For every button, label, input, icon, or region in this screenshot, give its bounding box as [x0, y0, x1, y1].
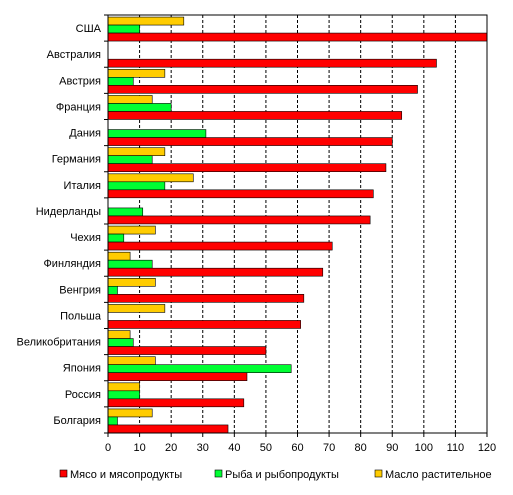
bar-meat: [107, 372, 248, 381]
bar-meat: [107, 32, 488, 42]
bar-meat: [107, 346, 267, 355]
x-tick-label: 0: [105, 442, 111, 454]
bar-fish: [107, 259, 153, 269]
category-label: Япония: [63, 363, 101, 375]
x-tick-label: 100: [415, 442, 433, 454]
bar-oil: [107, 408, 153, 418]
x-tick-label: 20: [165, 442, 177, 454]
category-label: Дания: [69, 128, 101, 140]
bar-oil: [107, 173, 194, 183]
axes: [104, 14, 488, 437]
category-label: Нидерланды: [36, 206, 101, 218]
legend-swatch: [374, 469, 383, 478]
category-label: Франция: [56, 101, 101, 113]
bar-meat: [107, 111, 403, 120]
bar-meat: [107, 398, 245, 408]
bar-fish: [107, 129, 207, 138]
legend-swatch: [214, 469, 223, 478]
x-tick-label: 110: [447, 442, 465, 454]
bar-fish: [107, 103, 172, 112]
category-label: Польша: [60, 310, 102, 322]
bar-meat: [107, 58, 437, 68]
bar-meat: [107, 85, 418, 94]
bar-meat: [107, 294, 305, 303]
bar-oil: [107, 16, 185, 26]
x-tick-label: 40: [228, 442, 240, 454]
bar-fish: [107, 364, 292, 373]
bar-oil: [107, 225, 156, 235]
legend-label: Рыба и рыбопродукты: [225, 469, 339, 481]
x-tick-label: 30: [197, 442, 209, 454]
bar-oil: [107, 382, 140, 392]
x-tick-label: 10: [133, 442, 145, 454]
bar-meat: [107, 137, 393, 146]
legend: Мясо и мясопродукты Рыба и рыбопродукты Ма…: [59, 469, 492, 481]
bar-fish: [107, 181, 166, 191]
bar-fish: [107, 207, 144, 217]
category-labels: США Австралия Австрия Франция Дания Германия И…: [17, 23, 102, 427]
bar-oil: [107, 356, 156, 365]
bar-meat: [107, 424, 229, 434]
bar-fish: [107, 155, 153, 164]
x-tick-label: 50: [260, 442, 272, 454]
x-tick-label: 80: [355, 442, 367, 454]
bar-fish: [107, 390, 140, 400]
x-tick-label: 120: [478, 442, 496, 454]
x-tick-label: 60: [291, 442, 303, 454]
bar-oil: [107, 278, 156, 287]
x-tick-label: 90: [386, 442, 398, 454]
bar-oil: [107, 304, 166, 313]
bar-meat: [107, 320, 301, 329]
category-label: Чехия: [70, 232, 101, 244]
bar-oil: [107, 330, 131, 339]
bar-fish: [107, 24, 140, 34]
category-label: Болгария: [53, 415, 101, 427]
bar-fish: [107, 286, 118, 295]
category-label: Австралия: [47, 49, 101, 61]
legend-label: Мясо и мясопродукты: [70, 469, 182, 481]
bar-meat: [107, 267, 324, 277]
bar-oil: [107, 69, 166, 78]
category-label: Венгрия: [59, 284, 101, 296]
bar-meat: [107, 241, 333, 251]
bar-meat: [107, 189, 374, 199]
category-label: Германия: [52, 154, 101, 166]
category-label: Великобритания: [17, 337, 102, 349]
bar-fish: [107, 338, 134, 347]
bar-meat: [107, 215, 371, 225]
bar-meat: [107, 163, 387, 172]
category-label: Финляндия: [43, 258, 101, 270]
category-label: Россия: [65, 389, 101, 401]
legend-label: Масло растительное: [385, 469, 492, 481]
category-label: Австрия: [59, 75, 101, 87]
bar-oil: [107, 147, 166, 156]
bars: [107, 16, 488, 434]
category-label: США: [76, 23, 102, 35]
category-label: Италия: [64, 180, 102, 192]
bar-oil: [107, 95, 153, 104]
legend-swatch: [59, 469, 68, 478]
bar-oil: [107, 251, 131, 261]
x-tick-labels: 0 10 20 30 40 50 60 70 80 90 100 110 120: [105, 442, 496, 454]
bar-fish: [107, 416, 118, 426]
x-tick-label: 70: [323, 442, 335, 454]
bar-fish: [107, 77, 134, 86]
bar-fish: [107, 233, 125, 243]
